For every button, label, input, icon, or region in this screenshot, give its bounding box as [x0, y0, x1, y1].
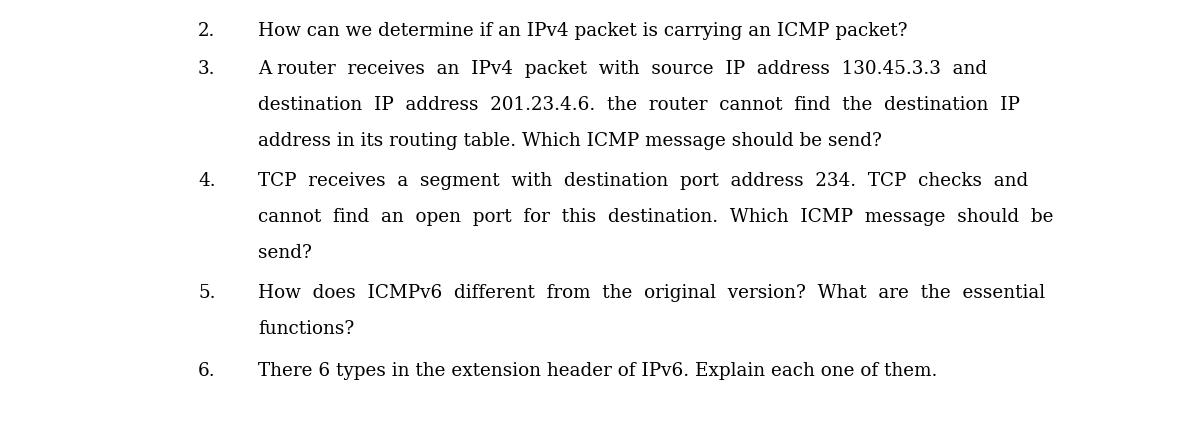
Text: How  does  ICMPv6  different  from  the  original  version?  What  are  the  ess: How does ICMPv6 different from the origi…	[258, 284, 1045, 302]
Text: functions?: functions?	[258, 320, 354, 338]
Text: A router  receives  an  IPv4  packet  with  source  IP  address  130.45.3.3  and: A router receives an IPv4 packet with so…	[258, 60, 988, 78]
Text: 6.: 6.	[198, 362, 216, 380]
Text: send?: send?	[258, 244, 312, 262]
Text: TCP  receives  a  segment  with  destination  port  address  234.  TCP  checks  : TCP receives a segment with destination …	[258, 172, 1028, 190]
Text: address in its routing table. Which ICMP message should be send?: address in its routing table. Which ICMP…	[258, 132, 882, 150]
Text: 4.: 4.	[198, 172, 216, 190]
Text: 3.: 3.	[198, 60, 216, 78]
Text: There 6 types in the extension header of IPv6. Explain each one of them.: There 6 types in the extension header of…	[258, 362, 937, 380]
Text: How can we determine if an IPv4 packet is carrying an ICMP packet?: How can we determine if an IPv4 packet i…	[258, 22, 907, 40]
Text: destination  IP  address  201.23.4.6.  the  router  cannot  find  the  destinati: destination IP address 201.23.4.6. the r…	[258, 96, 1020, 114]
Text: cannot  find  an  open  port  for  this  destination.  Which  ICMP  message  sho: cannot find an open port for this destin…	[258, 208, 1054, 226]
Text: 5.: 5.	[198, 284, 216, 302]
Text: 2.: 2.	[198, 22, 215, 40]
